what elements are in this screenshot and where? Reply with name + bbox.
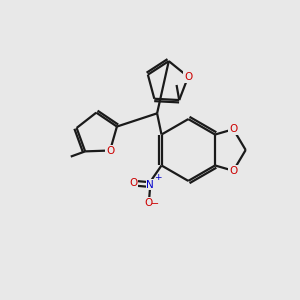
- Text: O: O: [229, 124, 237, 134]
- Text: O: O: [145, 198, 153, 208]
- Text: O: O: [229, 166, 237, 176]
- Text: +: +: [154, 173, 161, 182]
- Text: O: O: [106, 146, 114, 155]
- Text: O: O: [129, 178, 137, 188]
- Text: N: N: [146, 180, 154, 190]
- Text: O: O: [184, 72, 192, 82]
- Text: −: −: [151, 199, 159, 209]
